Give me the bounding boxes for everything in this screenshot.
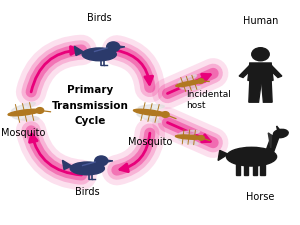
Ellipse shape: [226, 147, 277, 166]
Circle shape: [252, 48, 269, 61]
Circle shape: [198, 136, 204, 140]
Ellipse shape: [8, 109, 41, 116]
Text: Birds: Birds: [75, 187, 100, 198]
Bar: [260, 161, 265, 176]
Text: Cycle: Cycle: [75, 117, 106, 126]
Ellipse shape: [180, 86, 201, 90]
Polygon shape: [107, 160, 113, 162]
Ellipse shape: [13, 115, 39, 120]
Polygon shape: [268, 133, 272, 148]
Ellipse shape: [137, 113, 161, 122]
Polygon shape: [218, 151, 228, 160]
Polygon shape: [249, 80, 262, 102]
Polygon shape: [74, 46, 84, 56]
Polygon shape: [277, 126, 280, 130]
Text: Birds: Birds: [87, 13, 112, 23]
Bar: [253, 161, 257, 176]
Text: Primary: Primary: [67, 85, 113, 95]
Polygon shape: [262, 80, 272, 102]
Ellipse shape: [273, 129, 288, 138]
Text: Transmission: Transmission: [52, 101, 129, 111]
Ellipse shape: [82, 48, 116, 61]
Text: Human: Human: [243, 16, 278, 26]
Ellipse shape: [138, 105, 164, 110]
Polygon shape: [248, 63, 273, 80]
Bar: [244, 161, 248, 176]
Circle shape: [198, 79, 204, 83]
Polygon shape: [267, 135, 279, 153]
Text: Mosquito: Mosquito: [1, 128, 45, 138]
Circle shape: [95, 156, 108, 166]
Circle shape: [36, 108, 44, 113]
Polygon shape: [267, 65, 282, 77]
Ellipse shape: [178, 75, 196, 83]
Ellipse shape: [179, 130, 200, 135]
Polygon shape: [62, 160, 72, 170]
Bar: [236, 161, 240, 176]
Text: Mosquito: Mosquito: [128, 137, 172, 147]
Text: Incidental
host: Incidental host: [186, 90, 231, 110]
Ellipse shape: [176, 80, 202, 87]
Ellipse shape: [176, 135, 202, 139]
Ellipse shape: [70, 162, 104, 175]
Circle shape: [107, 42, 120, 52]
Text: Horse: Horse: [246, 192, 275, 202]
Ellipse shape: [134, 109, 166, 116]
Ellipse shape: [178, 138, 198, 145]
Circle shape: [161, 112, 169, 117]
Polygon shape: [119, 46, 125, 48]
Ellipse shape: [11, 103, 35, 112]
Polygon shape: [239, 65, 254, 77]
